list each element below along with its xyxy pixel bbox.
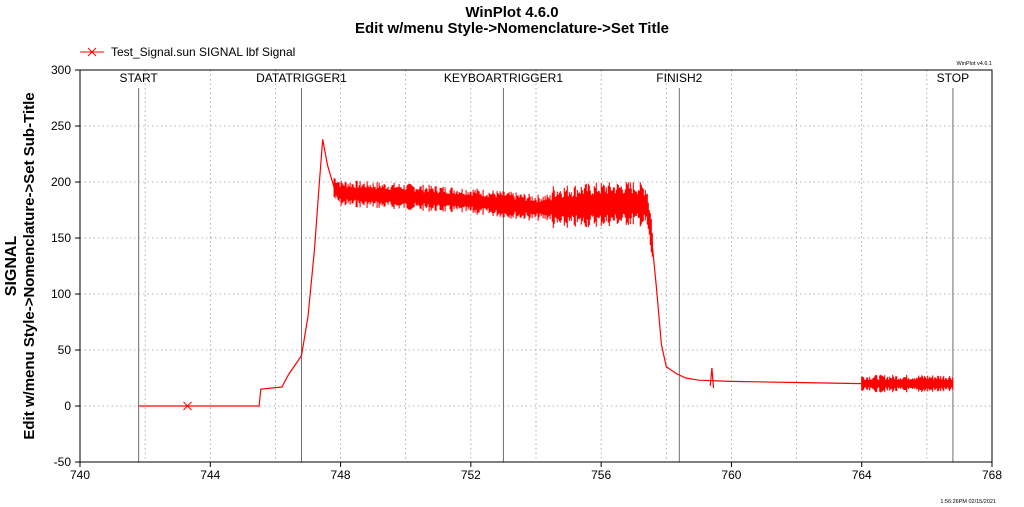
marker-label-start: START (120, 71, 159, 85)
x-tick-label: 748 (331, 468, 351, 482)
y-tick-label: 150 (51, 231, 71, 245)
noise-band (551, 182, 653, 257)
y-axis: -50 0 50 100 150 200 250 300 (51, 63, 80, 469)
marker-label-finish2: FINISH2 (656, 71, 702, 85)
y-tick-label: -50 (54, 455, 72, 469)
plot-frame (79, 69, 993, 463)
marker-label-stop: STOP (937, 71, 969, 85)
x-axis: 740 744 748 752 756 760 764 768 (70, 462, 1002, 482)
signal-spike (709, 367, 715, 389)
x-tick-label: 756 (591, 468, 611, 482)
chart-subtitle: Edit w/menu Style->Nomenclature->Set Tit… (355, 20, 669, 37)
x-tick-label: 740 (70, 468, 90, 482)
chart-title: WinPlot 4.6.0 (465, 4, 558, 21)
y-tick-label: 0 (64, 399, 71, 413)
timestamp: 1:56:26PM 02/15/2021 (940, 499, 996, 505)
x-tick-label: 744 (200, 468, 220, 482)
y-tick-label: 200 (51, 175, 71, 189)
series-line-signal (138, 139, 953, 407)
marker-label-keyboartrigger1: KEYBOARTRIGGER1 (444, 71, 563, 85)
x-tick-label: 760 (721, 468, 741, 482)
x-tick-label: 752 (461, 468, 481, 482)
y-tick-label: 250 (51, 119, 71, 133)
y-axis-sublabel: Edit w/menu Style->Nomenclature->Set Sub… (21, 92, 38, 439)
y-tick-label: 300 (51, 63, 71, 77)
x-tick-label: 764 (852, 468, 872, 482)
marker-label-datatrigger1: DATATRIGGER1 (256, 71, 347, 85)
legend-label: Test_Signal.sun SIGNAL lbf Signal (111, 45, 295, 59)
y-tick-label: 100 (51, 287, 71, 301)
legend-x-marker-icon (87, 47, 97, 57)
y-tick-label: 50 (58, 343, 72, 357)
event-markers: START DATATRIGGER1 KEYBOARTRIGGER1 FINISH2 S… (120, 71, 969, 462)
version-tag: WinPlot v4.6.1 (957, 61, 992, 67)
legend: Test_Signal.sun SIGNAL lbf Signal (80, 45, 295, 59)
x-tick-label: 768 (982, 468, 1002, 482)
grid (80, 70, 992, 462)
y-axis-label: SIGNAL (3, 236, 20, 297)
